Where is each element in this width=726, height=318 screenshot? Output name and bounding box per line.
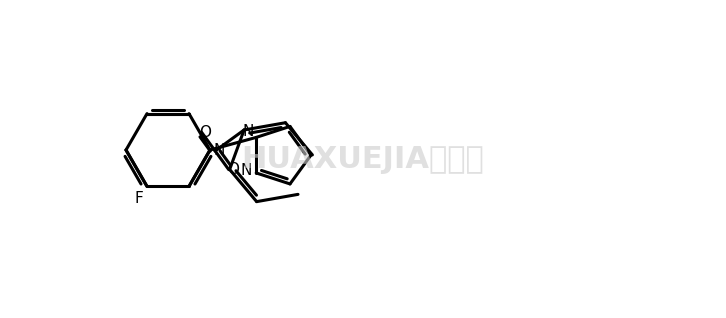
Text: F: F (134, 191, 143, 206)
Text: HUAXUEJIA化学加: HUAXUEJIA化学加 (242, 144, 484, 174)
Text: O: O (200, 125, 211, 140)
Text: N: N (240, 163, 252, 178)
Text: N: N (213, 143, 225, 158)
Text: N: N (242, 124, 254, 139)
Text: O: O (227, 162, 239, 177)
